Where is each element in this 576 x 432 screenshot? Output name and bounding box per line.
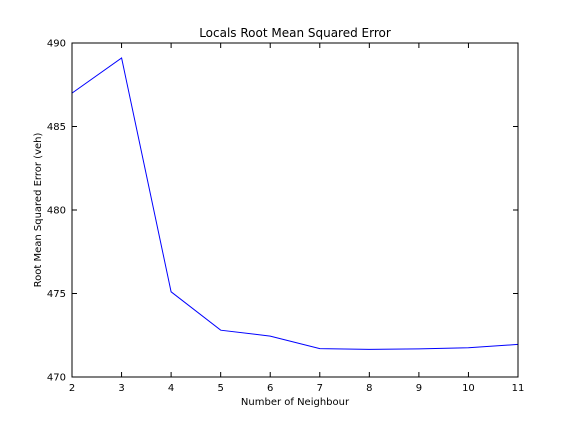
y-axis-label: Root Mean Squared Error (veh) [33,133,44,288]
y-axis-ticks: 470 475 480 485 490 [47,39,518,384]
x-tick-label: 6 [267,383,273,394]
x-tick-label: 5 [217,383,223,394]
x-tick-label: 10 [462,383,475,394]
series-points [71,58,519,350]
y-tick-label: 480 [47,206,66,217]
chart-title: Locals Root Mean Squared Error [199,26,391,40]
x-axis-label: Number of Neighbour [241,397,350,408]
x-tick-label: 8 [366,383,372,394]
y-tick-label: 490 [47,39,66,50]
y-tick-label: 470 [47,373,66,384]
plot-frame [71,42,519,378]
y-tick-label: 475 [47,289,66,300]
x-tick-label: 3 [118,383,124,394]
x-tick-label: 11 [512,383,525,394]
y-tick-label: 485 [47,122,66,133]
x-tick-label: 2 [69,383,75,394]
series-line [71,57,519,350]
x-tick-label: 9 [416,383,422,394]
x-tick-label: 7 [317,383,323,394]
x-axis-ticks: 2 3 4 5 6 7 8 9 10 11 [69,43,525,394]
x-tick-label: 4 [168,383,174,394]
